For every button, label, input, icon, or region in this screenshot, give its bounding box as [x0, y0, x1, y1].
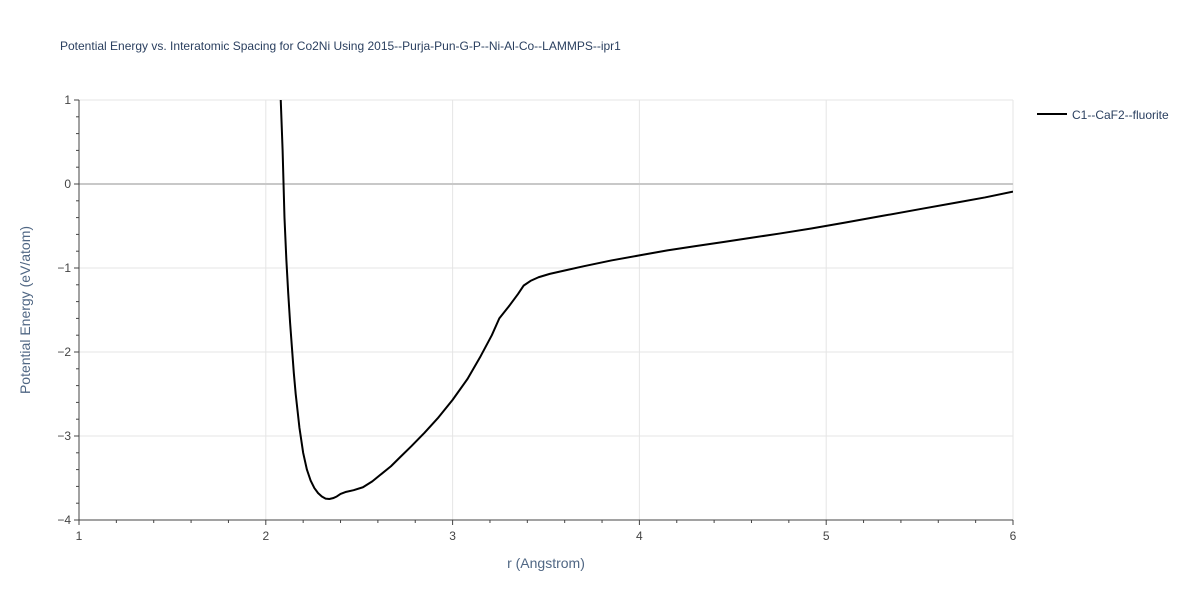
x-tick-label-2: 3: [449, 529, 456, 543]
series-line-0[interactable]: [279, 100, 1013, 500]
x-tick-label-4: 5: [823, 529, 830, 543]
x-tick-label-5: 6: [1010, 529, 1017, 543]
y-tick-label-1: −3: [57, 429, 71, 443]
x-tick-label-3: 4: [636, 529, 643, 543]
y-tick-label-5: 1: [64, 93, 71, 107]
chart-title: Potential Energy vs. Interatomic Spacing…: [60, 39, 621, 53]
grid: [79, 99, 1014, 520]
y-tick-label-0: −4: [57, 513, 71, 527]
series-layer: [279, 100, 1013, 500]
legend[interactable]: C1--CaF2--fluorite: [1037, 108, 1169, 122]
y-tick-label-2: −2: [57, 345, 71, 359]
y-tick-label-3: −1: [57, 261, 71, 275]
x-tick-label-0: 1: [76, 529, 83, 543]
legend-label-0[interactable]: C1--CaF2--fluorite: [1072, 108, 1169, 122]
y-axis-title: Potential Energy (eV/atom): [17, 226, 33, 394]
axes: 1 2 3 4 5 6 −4 −3 −2 −1 0 1: [57, 93, 1016, 543]
y-tick-label-4: 0: [64, 177, 71, 191]
x-axis-title: r (Angstrom): [507, 555, 585, 571]
x-tick-label-1: 2: [262, 529, 269, 543]
